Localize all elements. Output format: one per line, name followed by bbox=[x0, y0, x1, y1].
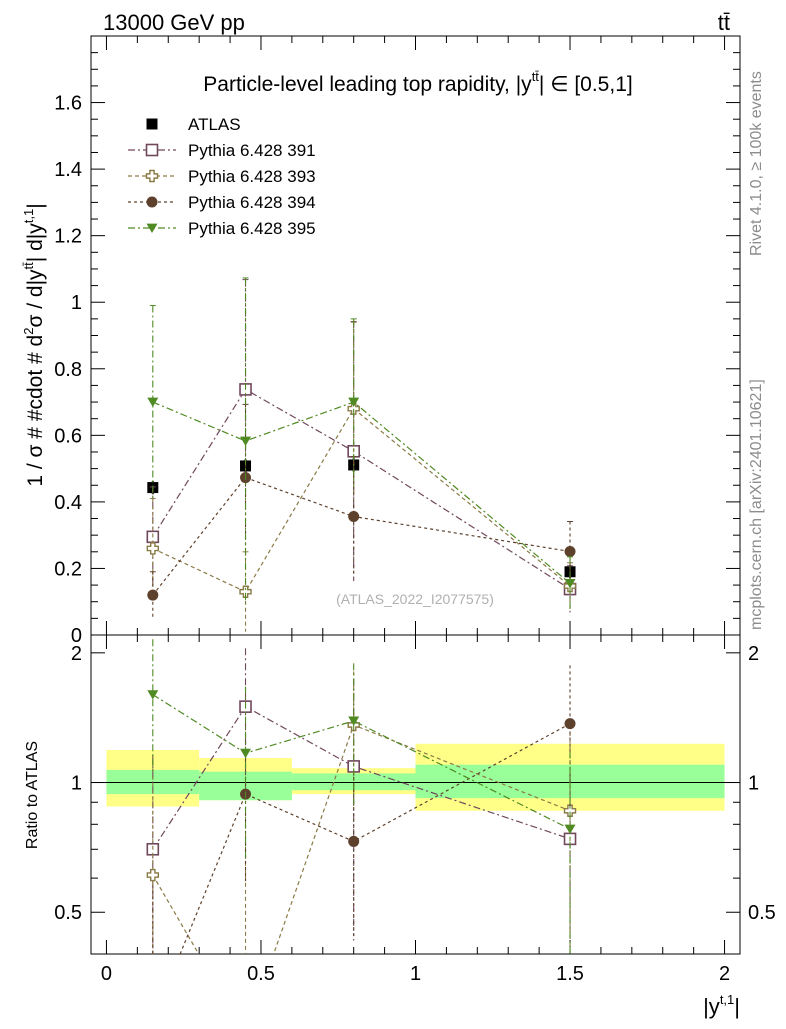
marker-circle bbox=[348, 835, 360, 847]
ratio-y-tick-label-right: 0.5 bbox=[748, 902, 776, 924]
main-y-tick-label: 0.2 bbox=[54, 558, 82, 580]
marker-open-square bbox=[145, 143, 159, 157]
marker-triangle bbox=[564, 824, 576, 834]
series-2 bbox=[146, 321, 577, 632]
legend-label: ATLAS bbox=[188, 115, 241, 134]
main-y-tick-label: 0.6 bbox=[54, 425, 82, 447]
marker-circle bbox=[147, 589, 159, 601]
marker-open-cross bbox=[146, 542, 160, 555]
x-tick-label: 0 bbox=[101, 963, 112, 985]
main-series bbox=[146, 277, 577, 632]
legend-label: Pythia 6.428 391 bbox=[188, 141, 316, 160]
legend-label: Pythia 6.428 395 bbox=[188, 219, 316, 238]
marker-circle bbox=[146, 196, 158, 208]
ratio-series-line bbox=[179, 723, 571, 954]
marker-triangle bbox=[240, 748, 252, 759]
marker-triangle bbox=[147, 690, 159, 700]
marker-triangle bbox=[146, 223, 158, 233]
marker-open-cross bbox=[347, 402, 360, 415]
ratio-series-line bbox=[152, 694, 571, 830]
ratio-y-tick-label: 1 bbox=[71, 773, 82, 795]
analysis-watermark: (ATLAS_2022_I2077575) bbox=[336, 591, 494, 607]
legend-entry-2: Pythia 6.428 393 bbox=[128, 167, 316, 186]
main-y-axis-label: 1 / σ # #cdot # d2σ / d|ytt̄| d|yt,1| bbox=[21, 203, 47, 486]
marker-open-cross bbox=[239, 585, 252, 598]
marker-open-cross bbox=[563, 804, 577, 817]
series-line bbox=[152, 401, 571, 584]
legend-entry-1: Pythia 6.428 391 bbox=[128, 141, 316, 160]
ratio-y-tick-label: 0.5 bbox=[54, 902, 82, 924]
marker-triangle bbox=[348, 716, 360, 726]
marker-circle bbox=[564, 545, 576, 557]
x-tick-label: 2 bbox=[719, 963, 730, 985]
marker-triangle bbox=[147, 397, 159, 408]
main-y-tick-label: 1.6 bbox=[54, 93, 82, 115]
series-3 bbox=[147, 403, 576, 619]
band-inner-2 bbox=[291, 773, 416, 791]
x-axis-label: |yt,1| bbox=[703, 992, 740, 1019]
main-y-tick-label: 0.4 bbox=[54, 492, 82, 514]
marker-square bbox=[146, 118, 158, 130]
main-y-tick-label: 1.2 bbox=[54, 226, 82, 248]
series-line bbox=[152, 388, 571, 590]
marker-triangle bbox=[240, 436, 252, 446]
series-line bbox=[152, 407, 571, 593]
legend-entry-0: ATLAS bbox=[146, 115, 241, 134]
legend-label: Pythia 6.428 393 bbox=[188, 167, 316, 186]
x-tick-label: 1.5 bbox=[556, 963, 584, 985]
rivet-version-label: Rivet 4.1.0, ≥ 100k events bbox=[748, 71, 765, 256]
mcplots-label: mcplots.cern.ch [arXiv:2401.10621] bbox=[748, 379, 765, 630]
ratio-series bbox=[146, 639, 577, 954]
legend-entry-3: Pythia 6.428 394 bbox=[128, 193, 316, 212]
ratio-uncertainty-bands bbox=[91, 743, 740, 811]
ratio-series-3 bbox=[152, 665, 576, 954]
ratio-y-axis-label: Ratio to ATLAS bbox=[24, 741, 41, 849]
main-y-tick-label: 1 bbox=[71, 292, 82, 314]
marker-circle bbox=[564, 718, 576, 730]
legend-label: Pythia 6.428 394 bbox=[188, 193, 316, 212]
main-y-tick-label: 1.4 bbox=[54, 159, 82, 181]
series-line bbox=[152, 476, 571, 596]
ratio-series-4 bbox=[147, 639, 576, 954]
marker-triangle bbox=[348, 397, 360, 408]
main-y-tick-label: 0 bbox=[71, 625, 82, 647]
header-left: 13000 GeV pp bbox=[103, 10, 245, 35]
ratio-y-tick-label-right: 1 bbox=[748, 773, 759, 795]
series-4 bbox=[147, 277, 576, 611]
marker-triangle bbox=[564, 579, 576, 589]
marker-open-cross bbox=[146, 868, 160, 882]
marker-open-cross bbox=[145, 169, 159, 183]
axes: 0 0.5 1 1.5 200.20.40.60.811.21.41.60.5 0.51 1… bbox=[54, 35, 776, 985]
legend: ATLAS Pythia 6.428 391 Pythia 6.428 393 Pyt… bbox=[128, 115, 316, 238]
main-y-tick-label: 0.8 bbox=[54, 359, 82, 381]
legend-entry-4: Pythia 6.428 395 bbox=[128, 219, 316, 238]
ratio-y-tick-label: 2 bbox=[71, 643, 82, 665]
series-1 bbox=[146, 279, 577, 613]
ratio-y-tick-label-right: 2 bbox=[748, 643, 759, 665]
x-tick-label: 0.5 bbox=[247, 963, 275, 985]
header-right: tt̄ bbox=[718, 10, 730, 35]
marker-circle bbox=[348, 511, 360, 523]
chart-title: Particle-level leading top rapidity, |yt… bbox=[203, 69, 632, 96]
x-tick-label: 1 bbox=[410, 963, 421, 985]
